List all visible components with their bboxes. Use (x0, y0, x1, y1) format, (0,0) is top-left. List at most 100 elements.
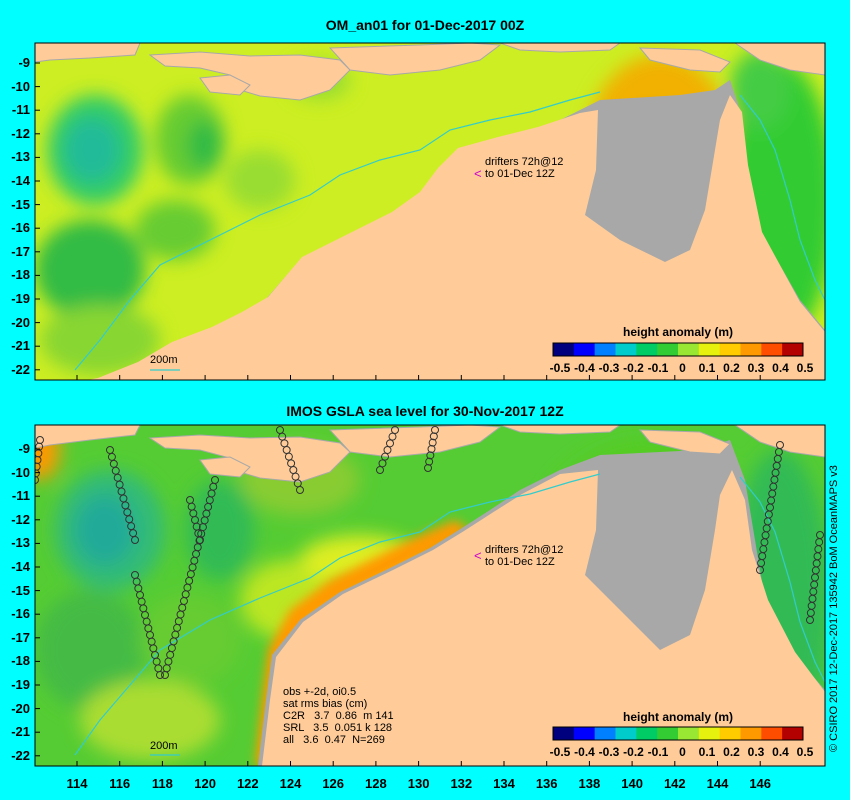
top-colorbar-label: -0.4 (574, 361, 595, 375)
track-obs-marker (427, 445, 436, 453)
top-colorbar-label: 0.3 (747, 361, 765, 375)
track-obs-marker (35, 476, 39, 484)
bottom-colorbar-swatch (615, 727, 637, 740)
top-drifter-note: drifters 72h@12 to 01-Dec 12Z (485, 156, 563, 180)
track-obs-marker (376, 466, 384, 474)
top-y-label: -20 (11, 314, 30, 330)
bottom-colorbar-swatch (761, 727, 783, 740)
bottom-colorbar-swatch (698, 727, 721, 740)
top-colorbar-label: 0 (679, 361, 686, 375)
bottom-colorbar-swatch (657, 727, 679, 740)
top-colorbar-label: 0.4 (772, 361, 789, 375)
track-obs-marker (383, 446, 392, 454)
x-label: 144 (706, 776, 729, 791)
x-label: 118 (151, 776, 173, 791)
track-obs-marker (156, 671, 164, 679)
bottom-y-label: -9 (18, 441, 30, 456)
bottom-colorbar-swatch (719, 727, 741, 740)
bottom-y-label: -17 (11, 629, 30, 645)
top-y-label: -12 (11, 125, 30, 141)
top-y-label: -11 (11, 102, 30, 118)
x-label: 146 (749, 776, 772, 791)
top-y-label: -21 (11, 338, 30, 354)
bottom-colorbar-label: 0.5 (796, 745, 814, 759)
bottom-y-label: -11 (11, 488, 30, 504)
track-obs-marker (426, 451, 435, 460)
copyright-text: © CSIRO 2017 12-Dec-2017 135942 BoM Ocea… (828, 465, 840, 752)
x-label: 116 (109, 776, 131, 791)
x-label: 126 (322, 776, 345, 791)
track-obs-marker (378, 459, 387, 468)
top-colorbar-swatch (573, 343, 596, 356)
bottom-map (35, 425, 825, 766)
top-y-label: -22 (11, 361, 30, 377)
top-contour-label: 200m (150, 354, 178, 366)
track-obs-marker (425, 457, 434, 466)
bottom-colorbar-label: 0.2 (723, 745, 740, 759)
track-obs-marker (296, 486, 304, 494)
top-australia (87, 95, 825, 380)
bottom-colorbar-label: -0.1 (647, 745, 669, 759)
track-obs-marker (428, 438, 437, 447)
bottom-panel-title: IMOS GSLA sea level for 30-Nov-2017 12Z (286, 403, 564, 419)
bottom-y-label: -16 (11, 606, 30, 622)
bottom-colorbar-swatch (678, 727, 700, 740)
top-y-label: -16 (11, 220, 30, 236)
bottom-colorbar-swatch (636, 727, 658, 740)
bottom-colorbar-label: -0.3 (598, 745, 620, 759)
top-colorbar-swatch (782, 343, 804, 356)
top-colorbar-label: 0.1 (698, 361, 716, 375)
bottom-islands (35, 425, 825, 483)
bottom-colorbar-label: 0 (679, 745, 686, 759)
top-colorbar-swatch (553, 343, 575, 356)
top-y-label: -14 (11, 173, 30, 188)
top-drifter-note-line1: drifters 72h@12 (485, 156, 564, 168)
track-obs-marker (756, 566, 764, 574)
bottom-colorbar-swatch (573, 727, 596, 740)
top-y-label: -17 (11, 243, 30, 259)
bottom-y-label: -22 (11, 747, 30, 763)
top-colorbar-swatch (594, 343, 616, 356)
top-drifter-arrow: < (474, 166, 482, 181)
top-y-label: -13 (11, 149, 30, 165)
bottom-drifter-note-line1: drifters 72h@12 (485, 544, 564, 556)
bottom-drifter-note: drifters 72h@12 to 01-Dec 12Z (485, 544, 563, 568)
x-label: 132 (450, 776, 473, 791)
x-label: 142 (663, 776, 686, 791)
bottom-colorbar-label: -0.2 (623, 745, 644, 759)
bottom-y-label: -10 (11, 464, 30, 480)
track-obs-marker (424, 464, 432, 472)
bottom-colorbar-swatch (594, 727, 616, 740)
satellite-tracks (35, 426, 824, 679)
bottom-colorbar-label: -0.5 (549, 745, 571, 759)
track-obs-marker (391, 426, 399, 434)
top-map (35, 43, 825, 380)
x-label: 136 (535, 776, 558, 791)
top-colorbar-label: -0.5 (549, 361, 571, 375)
track-obs-marker (131, 536, 139, 544)
bottom-colorbar-swatch (740, 727, 762, 740)
track-obs-marker (386, 439, 394, 448)
bottom-y-label: -12 (11, 511, 30, 527)
bottom-colorbar-label: 0.1 (698, 745, 716, 759)
track-obs-marker (431, 426, 439, 434)
track-obs-marker (211, 476, 219, 484)
x-label: 138 (578, 776, 601, 791)
top-colorbar-label: 0.5 (796, 361, 814, 375)
x-label: 122 (236, 776, 259, 791)
bottom-y-label: -18 (11, 653, 30, 669)
top-colorbar-swatch (636, 343, 658, 356)
top-colorbar-swatch (698, 343, 721, 356)
top-colorbar-swatch (761, 343, 783, 356)
x-label: 128 (365, 776, 387, 791)
bottom-colorbar-swatch (553, 727, 575, 740)
track-obs-marker (429, 432, 438, 441)
top-legend-title: height anomaly (m) (622, 325, 733, 339)
bottom-y-label: -13 (11, 535, 30, 551)
bottom-isobath-200m (74, 473, 825, 756)
bottom-y-label: -21 (11, 724, 30, 740)
bottom-colorbar-label: -0.4 (574, 745, 595, 759)
bottom-drifter-note-line2: to 01-Dec 12Z (485, 556, 555, 568)
x-label: 140 (621, 776, 643, 791)
track-obs-marker (381, 452, 389, 461)
